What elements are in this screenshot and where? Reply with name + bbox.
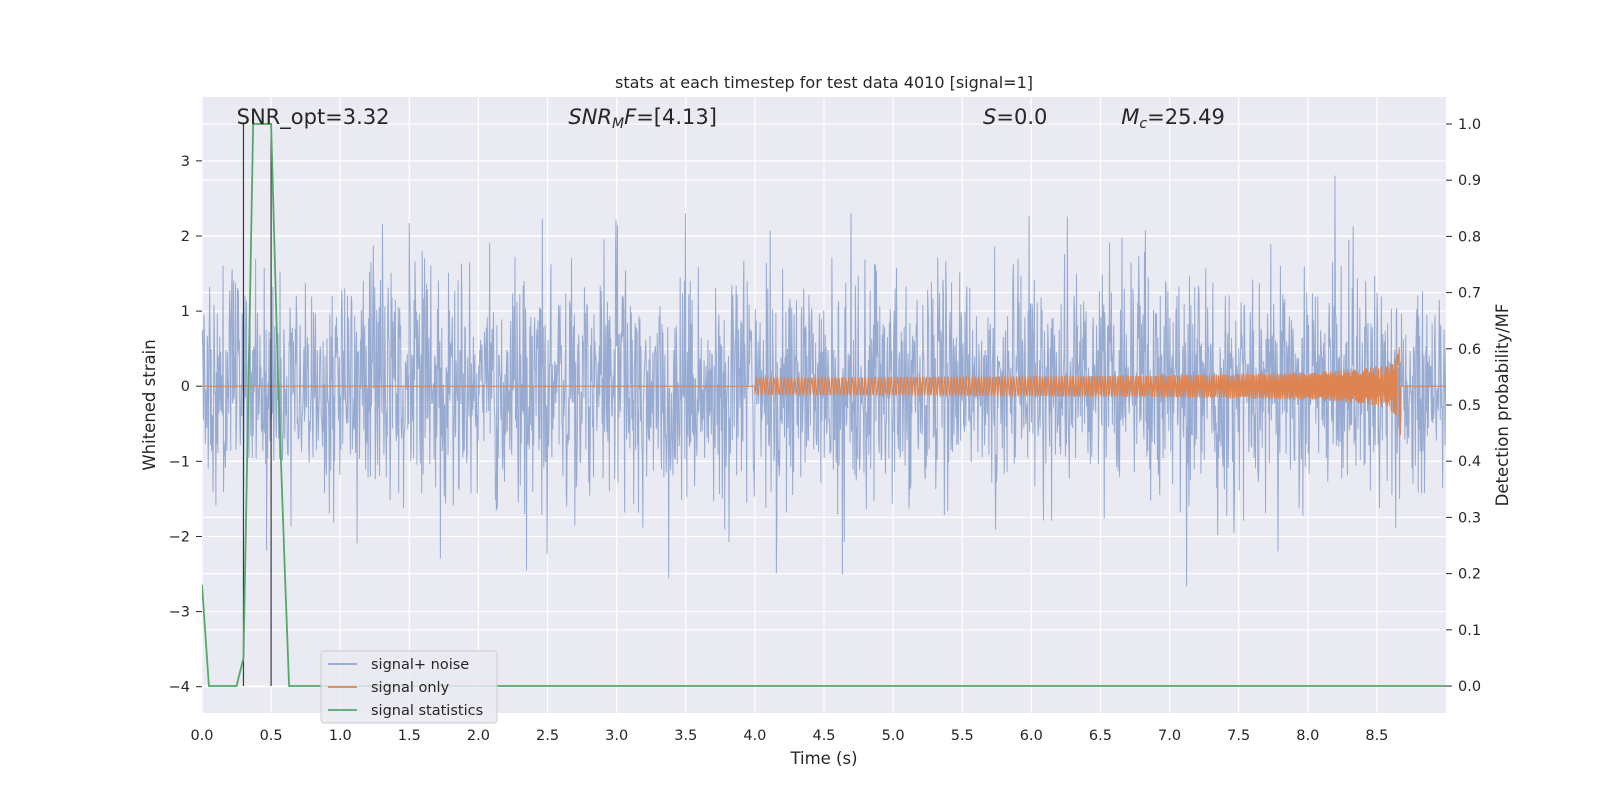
y-tick-label: 1 <box>181 304 190 320</box>
x-tick-label: 6.5 <box>1089 728 1112 744</box>
series-signal-only <box>202 347 1446 436</box>
annotation-snr-opt: SNR_opt=3.32 <box>237 105 390 130</box>
y-tick-label: −1 <box>169 454 190 470</box>
x-tick-label: 3.5 <box>674 728 697 744</box>
plot-area <box>202 123 1446 687</box>
y-axis-left: −4 −3 −2 −1 0 1 2 3 <box>169 154 202 696</box>
x-tick-label: 8.0 <box>1296 728 1319 744</box>
y-tick-label: −3 <box>169 605 190 621</box>
y-axis-right: 0.0 0.1 0.2 0.3 0.4 0.5 0.6 0.7 0.8 0.9 1.0 <box>1446 117 1481 695</box>
y2-tick-label: 1.0 <box>1458 117 1481 133</box>
x-tick-label: 5.5 <box>951 728 974 744</box>
y2-tick-label: 0.2 <box>1458 567 1481 583</box>
annotation-snr-mf: SNRMF=[4.13] <box>568 105 717 132</box>
y2-tick-label: 0.4 <box>1458 454 1481 470</box>
y-tick-label: 2 <box>181 229 190 245</box>
series-signal-noise <box>202 175 1446 587</box>
x-tick-label: 5.0 <box>882 728 905 744</box>
x-tick-label: 2.5 <box>536 728 559 744</box>
x-axis-label: Time (s) <box>789 749 857 768</box>
x-tick-label: 1.0 <box>329 728 352 744</box>
x-tick-label: 1.5 <box>398 728 421 744</box>
annotations: SNR_opt=3.32 SNRMF=[4.13] S=0.0 Mc=25.49 <box>237 105 1225 132</box>
y2-tick-label: 0.0 <box>1458 679 1481 695</box>
legend-frame <box>320 650 498 724</box>
legend-label: signal only <box>371 680 450 696</box>
y2-tick-label: 0.6 <box>1458 342 1481 358</box>
y2-tick-label: 0.9 <box>1458 173 1481 189</box>
y-tick-label: 3 <box>181 154 190 170</box>
x-tick-label: 3.0 <box>605 728 628 744</box>
y2-tick-label: 0.8 <box>1458 229 1481 245</box>
legend: signal+ noise signal only signal statistic… <box>320 650 498 724</box>
vertical-lines <box>242 123 272 687</box>
x-axis: 0.0 0.5 1.0 1.5 2.0 2.5 3.0 3.5 4.0 4.5 5.0 5.5 6.0 6… <box>190 728 1388 744</box>
x-tick-label: 7.5 <box>1227 728 1250 744</box>
y-tick-label: −2 <box>169 529 190 545</box>
x-tick-label: 7.0 <box>1158 728 1181 744</box>
y-tick-label: −4 <box>169 680 190 696</box>
x-tick-label: 4.0 <box>743 728 766 744</box>
annotation-s: S=0.0 <box>983 105 1047 129</box>
annotation-mc: Mc=25.49 <box>1121 105 1225 132</box>
y2-tick-label: 0.5 <box>1458 398 1481 414</box>
x-tick-label: 4.5 <box>812 728 835 744</box>
y2-axis-label: Detection probability/MF <box>1493 304 1512 507</box>
x-tick-label: 2.0 <box>467 728 490 744</box>
legend-label: signal statistics <box>371 703 483 719</box>
y2-tick-label: 0.7 <box>1458 286 1481 302</box>
x-tick-label: 0.0 <box>190 728 213 744</box>
y-axis-label: Whitened strain <box>140 339 159 470</box>
y2-tick-label: 0.3 <box>1458 510 1481 526</box>
x-tick-label: 8.5 <box>1365 728 1388 744</box>
x-tick-label: 0.5 <box>260 728 283 744</box>
y-tick-label: 0 <box>181 379 190 395</box>
legend-label: signal+ noise <box>371 657 469 673</box>
series-signal-statistics <box>202 123 1446 687</box>
y2-tick-label: 0.1 <box>1458 623 1481 639</box>
chart-title: stats at each timestep for test data 401… <box>615 73 1033 92</box>
x-tick-label: 6.0 <box>1020 728 1043 744</box>
